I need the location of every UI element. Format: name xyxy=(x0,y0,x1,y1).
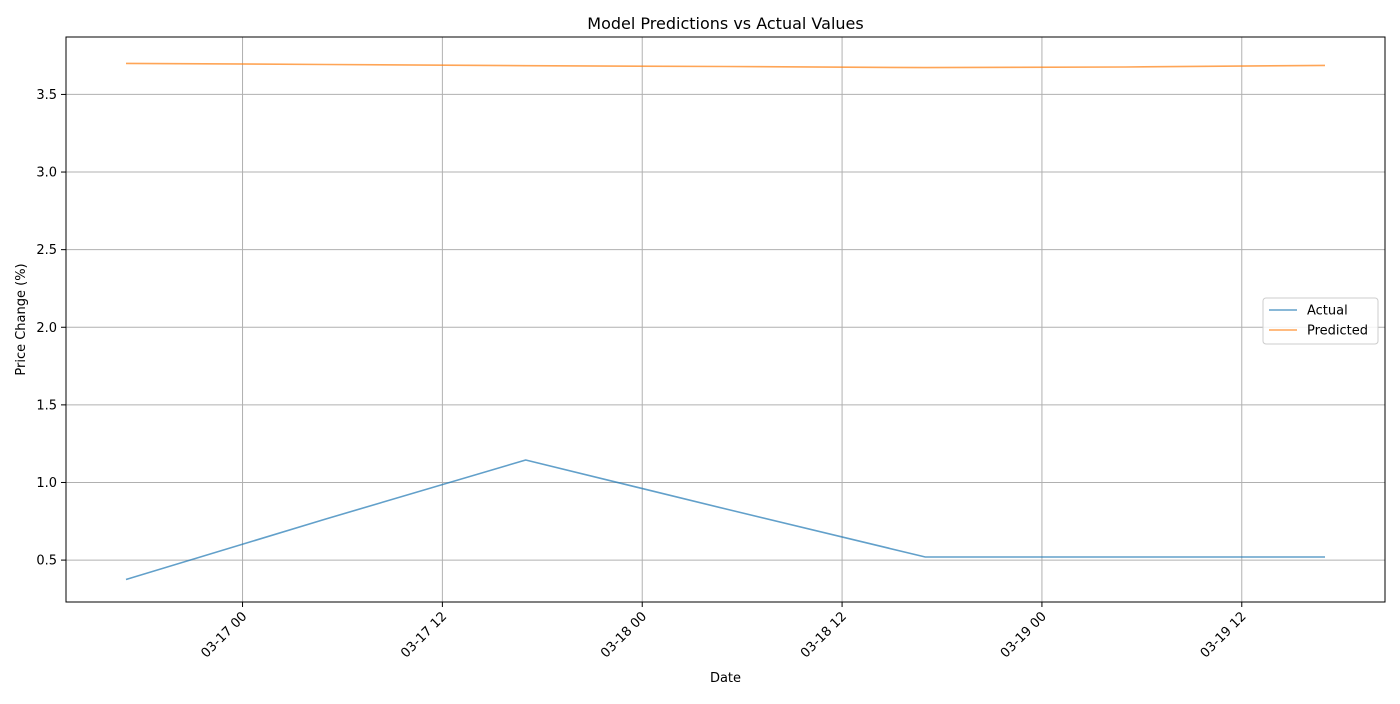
x-tick-label: 03-17 00 xyxy=(198,609,250,661)
series-line-predicted xyxy=(125,62,1326,69)
x-axis-label: Date xyxy=(710,671,741,686)
legend-label: Predicted xyxy=(1307,324,1368,339)
x-tick-label: 03-19 12 xyxy=(1198,609,1250,661)
x-tick-label: 03-18 12 xyxy=(798,609,850,661)
y-tick-label: 2.5 xyxy=(36,243,57,258)
chart-title: Model Predictions vs Actual Values xyxy=(587,14,863,33)
x-axis: 03-17 00 03-17 12 03-18 00 03-18 12 03-19 00… xyxy=(198,602,1250,661)
y-tick-label: 3.0 xyxy=(36,166,57,181)
series-line-actual xyxy=(125,459,1325,581)
y-tick-label: 1.5 xyxy=(36,398,57,413)
series-lines xyxy=(125,62,1326,581)
y-tick-label: 2.0 xyxy=(36,321,57,336)
x-tick-label: 03-17 12 xyxy=(398,609,450,661)
y-tick-label: 1.0 xyxy=(36,476,57,491)
x-tick-label: 03-19 00 xyxy=(998,609,1050,661)
x-tick-label: 03-18 00 xyxy=(598,609,650,661)
grid xyxy=(66,37,1385,602)
y-axis-label: Price Change (%) xyxy=(14,263,29,375)
y-tick-label: 3.5 xyxy=(36,88,57,103)
plot-area-frame xyxy=(65,36,1386,603)
y-tick-label: 0.5 xyxy=(36,554,57,569)
legend-label: Actual xyxy=(1307,304,1348,319)
legend: Actual Predicted xyxy=(1262,297,1379,345)
y-axis: 0.5 1.0 1.5 2.0 2.5 3.0 3.5 xyxy=(36,88,66,569)
